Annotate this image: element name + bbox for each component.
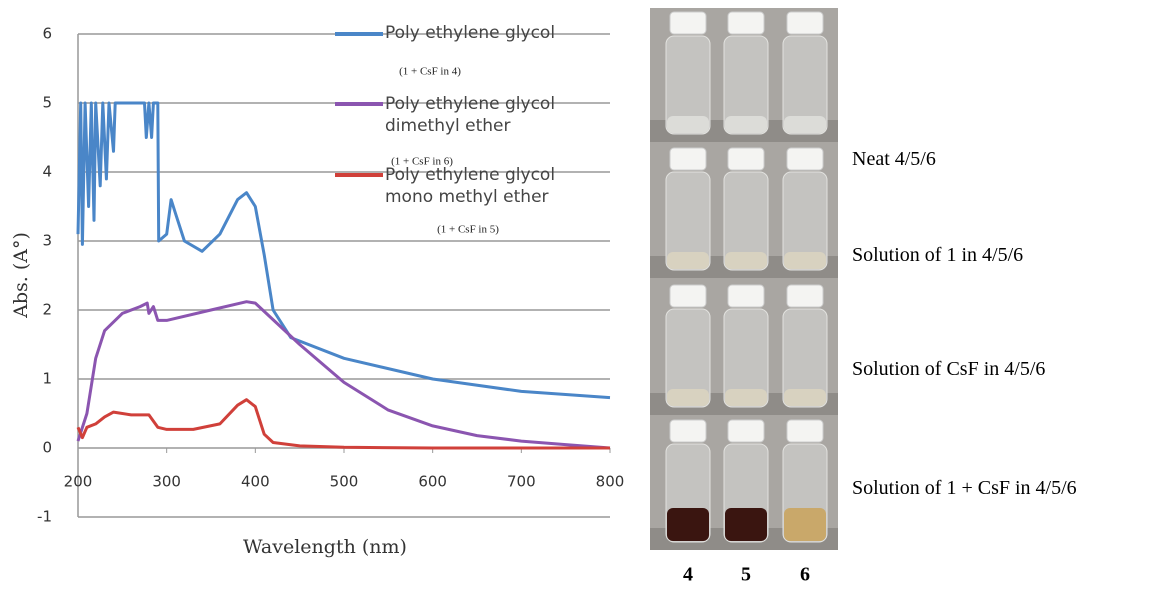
x-tick-label: 700: [507, 473, 536, 491]
vial-liquid: [784, 116, 826, 133]
legend-entry: Poly ethylene glycol: [385, 22, 605, 44]
x-tick-label: 800: [596, 473, 625, 491]
x-axis-title: Wavelength (nm): [243, 536, 407, 558]
y-tick-label: 0: [42, 439, 52, 457]
vial-liquid: [725, 389, 767, 406]
annotation: (1 + CsF in 5): [437, 224, 499, 236]
vial-cap: [787, 285, 823, 307]
vial-cap: [787, 420, 823, 442]
vial-liquid: [667, 508, 709, 541]
column-label: 4: [683, 564, 693, 586]
column-label: 5: [741, 564, 751, 586]
series-line: [78, 103, 610, 398]
x-tick-label: 200: [64, 473, 93, 491]
x-tick-label: 500: [330, 473, 359, 491]
row-label: Solution of 1 in 4/5/6: [852, 244, 1023, 267]
vial-liquid: [784, 508, 826, 541]
vial-cap: [670, 12, 706, 34]
legend-entry: Poly ethylene glycol dimethyl ether: [385, 93, 605, 137]
vial-liquid: [667, 116, 709, 133]
y-tick-label: 3: [42, 232, 52, 250]
vial-cap: [787, 12, 823, 34]
y-tick-label: 1: [42, 370, 52, 388]
vial-cap: [670, 148, 706, 170]
row-label: Neat 4/5/6: [852, 148, 936, 171]
chart: Wavelength (nm) Abs. (A°) (1 + CsF in 4)…: [0, 0, 1161, 589]
vial-liquid: [725, 116, 767, 133]
y-axis-title: Abs. (A°): [10, 232, 32, 319]
vial-cap: [728, 12, 764, 34]
x-tick-label: 400: [241, 473, 270, 491]
row-label: Solution of 1 + CsF in 4/5/6: [852, 477, 1077, 500]
vial-cap: [728, 148, 764, 170]
vial-liquid: [725, 252, 767, 269]
vial-cap: [728, 420, 764, 442]
y-tick-label: 6: [42, 25, 52, 43]
vial-liquid: [667, 252, 709, 269]
vial-cap: [728, 285, 764, 307]
x-tick-label: 300: [152, 473, 181, 491]
y-tick-label: 4: [42, 163, 52, 181]
vial-liquid: [667, 389, 709, 406]
vial-liquid: [784, 389, 826, 406]
vial-cap: [670, 420, 706, 442]
y-tick-label: 2: [42, 301, 52, 319]
vial-liquid: [725, 508, 767, 541]
vial-cap: [787, 148, 823, 170]
vial-liquid: [784, 252, 826, 269]
legend-entry: Poly ethylene glycol mono methyl ether: [385, 164, 605, 208]
row-label: Solution of CsF in 4/5/6: [852, 358, 1045, 381]
figure: Wavelength (nm) Abs. (A°) (1 + CsF in 4)…: [0, 0, 1161, 589]
x-tick-label: 600: [418, 473, 447, 491]
annotation: (1 + CsF in 4): [399, 66, 461, 78]
vial-cap: [670, 285, 706, 307]
y-tick-label: 5: [42, 94, 52, 112]
column-label: 6: [800, 564, 810, 586]
y-tick-label: -1: [37, 508, 52, 526]
